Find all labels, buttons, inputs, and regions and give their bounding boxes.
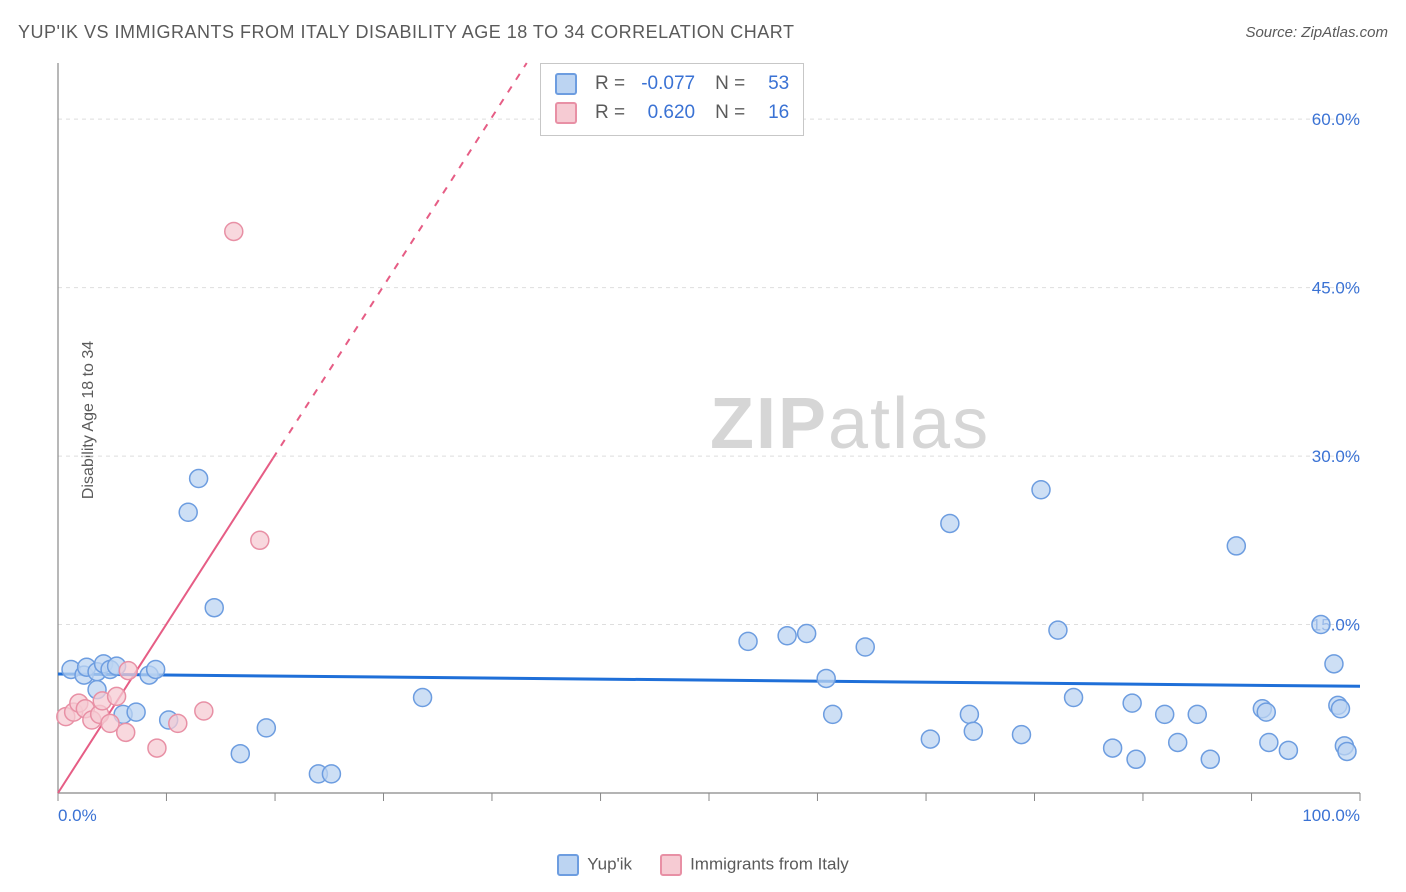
r-value: -0.077 — [635, 70, 695, 99]
source-label: Source: ZipAtlas.com — [1245, 24, 1388, 41]
stats-row: R = -0.077 N = 53 — [555, 70, 789, 99]
stats-legend-box: R = -0.077 N = 53 R = 0.620 N = 16 — [540, 63, 804, 136]
n-eq-label: N = — [715, 70, 745, 99]
chart-title: YUP'IK VS IMMIGRANTS FROM ITALY DISABILI… — [18, 22, 794, 43]
svg-text:ZIPatlas: ZIPatlas — [710, 384, 990, 464]
svg-text:45.0%: 45.0% — [1312, 279, 1360, 298]
legend-label: Yup'ik — [587, 854, 632, 873]
svg-text:60.0%: 60.0% — [1312, 110, 1360, 129]
legend-item: Yup'ik — [557, 854, 632, 876]
svg-text:100.0%: 100.0% — [1302, 806, 1360, 825]
legend-label: Immigrants from Italy — [690, 854, 849, 873]
n-value: 53 — [755, 70, 789, 99]
chart-svg: ZIPatlas0.0%100.0%15.0%30.0%45.0%60.0% — [50, 58, 1380, 828]
legend-item: Immigrants from Italy — [660, 854, 849, 876]
r-eq-label: R = — [595, 70, 625, 99]
series-legend: Yup'ik Immigrants from Italy — [0, 854, 1406, 876]
chart-plot-area: ZIPatlas0.0%100.0%15.0%30.0%45.0%60.0% R… — [50, 58, 1380, 828]
r-eq-label: R = — [595, 99, 625, 128]
n-eq-label: N = — [715, 99, 745, 128]
svg-text:30.0%: 30.0% — [1312, 447, 1360, 466]
stats-row: R = 0.620 N = 16 — [555, 99, 789, 128]
legend-swatch — [557, 854, 579, 876]
r-value: 0.620 — [635, 99, 695, 128]
n-value: 16 — [755, 99, 789, 128]
legend-swatch — [660, 854, 682, 876]
stats-swatch — [555, 102, 577, 124]
svg-text:0.0%: 0.0% — [58, 806, 97, 825]
stats-swatch — [555, 73, 577, 95]
